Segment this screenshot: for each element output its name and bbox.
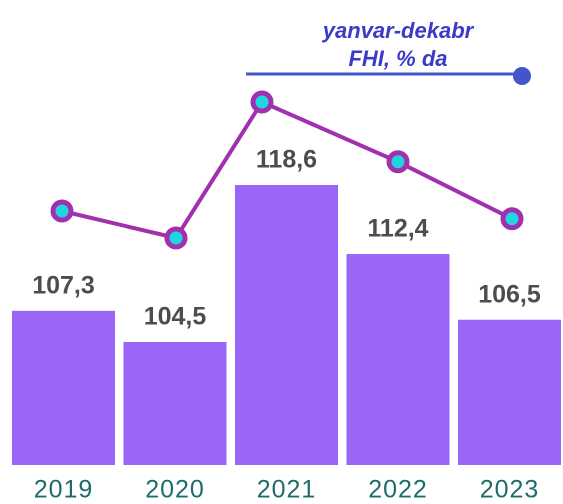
x-tick-label: 2020 — [145, 476, 205, 504]
bar — [346, 254, 450, 465]
value-label: 118,6 — [256, 146, 317, 174]
line-marker — [500, 207, 524, 231]
legend-marker — [513, 67, 531, 85]
x-tick-label: 2022 — [368, 476, 428, 504]
value-label: 106,5 — [478, 280, 541, 308]
value-label: 104,5 — [144, 303, 207, 331]
line-marker — [250, 90, 274, 114]
value-label: 107,3 — [32, 271, 95, 299]
legend-label: FHI, % da — [348, 46, 447, 71]
value-label: 112,4 — [367, 215, 428, 243]
legend-label: yanvar-dekabr — [322, 18, 475, 43]
x-tick-label: 2021 — [257, 476, 317, 504]
x-tick-label: 2023 — [480, 476, 540, 504]
line-marker — [386, 150, 410, 174]
bar — [12, 310, 115, 465]
bar — [458, 319, 561, 465]
x-tick-label: 2019 — [34, 476, 94, 504]
line-marker — [50, 199, 74, 223]
bar — [123, 342, 227, 465]
line-marker — [164, 226, 188, 250]
bar — [235, 185, 338, 465]
